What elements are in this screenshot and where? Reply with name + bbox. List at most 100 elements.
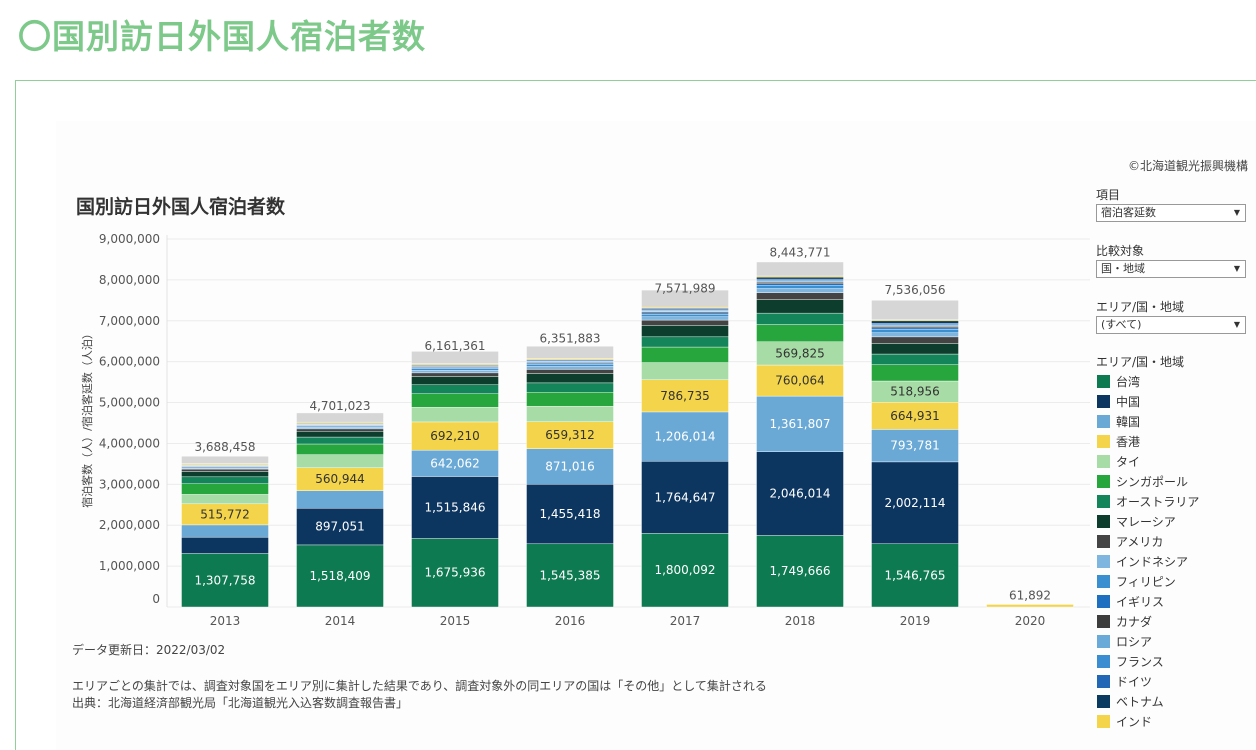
bar-segment[interactable] bbox=[641, 316, 729, 321]
bar-segment[interactable] bbox=[756, 312, 844, 325]
bar-segment[interactable] bbox=[411, 372, 499, 377]
legend-item[interactable]: 香港 bbox=[1097, 432, 1140, 450]
legend-item[interactable]: タイ bbox=[1097, 452, 1140, 470]
bar-segment[interactable] bbox=[181, 476, 269, 484]
bar-segment[interactable] bbox=[756, 324, 844, 342]
item-dropdown[interactable]: 宿泊客延数 ▼ bbox=[1096, 204, 1246, 222]
bar-segment[interactable] bbox=[871, 300, 959, 320]
bar-segment[interactable] bbox=[756, 283, 844, 286]
bar-segment[interactable] bbox=[756, 451, 844, 536]
bar-segment[interactable] bbox=[871, 326, 959, 329]
bar-segment[interactable] bbox=[411, 370, 499, 374]
bar-segment[interactable] bbox=[641, 461, 729, 534]
legend-item[interactable]: マレーシア bbox=[1097, 512, 1176, 530]
bar-segment[interactable] bbox=[411, 393, 499, 408]
bar-segment[interactable] bbox=[526, 543, 614, 608]
bar-segment[interactable] bbox=[526, 369, 614, 374]
bar-segment[interactable] bbox=[871, 353, 959, 365]
legend-item[interactable]: シンガポール bbox=[1097, 472, 1188, 490]
bar-segment[interactable] bbox=[756, 261, 844, 277]
bar-segment[interactable] bbox=[756, 395, 844, 452]
legend-item[interactable]: アメリカ bbox=[1097, 532, 1163, 550]
bar-segment[interactable] bbox=[411, 450, 499, 477]
legend-item[interactable]: インド bbox=[1097, 712, 1152, 730]
legend-item[interactable]: フランス bbox=[1097, 652, 1164, 670]
bar-segment[interactable] bbox=[871, 429, 959, 463]
legend-item[interactable]: インドネシア bbox=[1097, 552, 1188, 570]
bar-segment[interactable] bbox=[181, 553, 269, 608]
bar-segment[interactable] bbox=[986, 604, 1074, 608]
bar-segment[interactable] bbox=[641, 312, 729, 315]
bar-segment[interactable] bbox=[526, 448, 614, 485]
bar-segment[interactable] bbox=[526, 421, 614, 449]
bar-segment[interactable] bbox=[871, 343, 959, 355]
bar-segment[interactable] bbox=[641, 411, 729, 462]
legend-item[interactable]: ベトナム bbox=[1097, 692, 1164, 710]
bar-segment[interactable] bbox=[871, 327, 959, 330]
bar-segment[interactable] bbox=[411, 407, 499, 423]
bar-segment[interactable] bbox=[411, 476, 499, 539]
bar-segment[interactable] bbox=[756, 292, 844, 300]
legend-item[interactable]: ドイツ bbox=[1097, 672, 1152, 690]
bar-segment[interactable] bbox=[871, 402, 959, 430]
bar-segment[interactable] bbox=[756, 285, 844, 289]
bar-segment[interactable] bbox=[296, 428, 384, 432]
bar-segment[interactable] bbox=[526, 366, 614, 370]
bar-segment[interactable] bbox=[641, 533, 729, 608]
bar-segment[interactable] bbox=[296, 490, 384, 509]
bar-segment[interactable] bbox=[871, 364, 959, 382]
bar-segment[interactable] bbox=[526, 484, 614, 545]
bar-segment[interactable] bbox=[641, 325, 729, 338]
legend-item[interactable]: カナダ bbox=[1097, 612, 1152, 630]
legend-item[interactable]: 台湾 bbox=[1097, 372, 1140, 390]
bar-segment[interactable] bbox=[526, 392, 614, 407]
bar-segment[interactable] bbox=[526, 382, 614, 393]
bar-segment[interactable] bbox=[756, 299, 844, 314]
legend-item[interactable]: フィリピン bbox=[1097, 572, 1176, 590]
bar-segment[interactable] bbox=[296, 436, 384, 445]
bar-segment[interactable] bbox=[871, 329, 959, 333]
bar-segment[interactable] bbox=[181, 494, 269, 505]
bar-segment[interactable] bbox=[296, 443, 384, 455]
bar-segment[interactable] bbox=[411, 538, 499, 608]
bar-segment[interactable] bbox=[181, 524, 269, 538]
bar-segment[interactable] bbox=[181, 471, 269, 478]
bar-segment[interactable] bbox=[296, 454, 384, 468]
bar-segment[interactable] bbox=[756, 288, 844, 293]
bar-segment[interactable] bbox=[411, 351, 499, 364]
bar-segment[interactable] bbox=[296, 508, 384, 546]
legend-item[interactable]: 中国 bbox=[1097, 392, 1140, 410]
bar-segment[interactable] bbox=[641, 314, 729, 317]
bar-segment[interactable] bbox=[526, 346, 614, 359]
legend-item[interactable]: オーストラリア bbox=[1097, 492, 1199, 510]
bar-segment[interactable] bbox=[411, 384, 499, 394]
bar-segment[interactable] bbox=[296, 431, 384, 438]
bar-segment[interactable] bbox=[641, 379, 729, 413]
bar-segment[interactable] bbox=[181, 536, 269, 554]
bar-segment[interactable] bbox=[871, 461, 959, 544]
compare-dropdown[interactable]: 国・地域 ▼ bbox=[1096, 260, 1246, 278]
bar-segment[interactable] bbox=[641, 336, 729, 348]
bar-segment[interactable] bbox=[756, 282, 844, 284]
bar-segment[interactable] bbox=[411, 368, 499, 371]
bar-segment[interactable] bbox=[526, 364, 614, 367]
bar-segment[interactable] bbox=[641, 362, 729, 380]
bar-segment[interactable] bbox=[296, 412, 384, 423]
legend-item[interactable]: 韓国 bbox=[1097, 412, 1140, 430]
legend-item[interactable]: イギリス bbox=[1097, 592, 1164, 610]
bar-segment[interactable] bbox=[181, 483, 269, 495]
bar-segment[interactable] bbox=[641, 289, 729, 308]
bar-segment[interactable] bbox=[181, 455, 269, 464]
bar-segment[interactable] bbox=[526, 373, 614, 384]
bar-segment[interactable] bbox=[296, 427, 384, 430]
bar-segment[interactable] bbox=[526, 405, 614, 422]
bar-segment[interactable] bbox=[871, 332, 959, 338]
bar-segment[interactable] bbox=[181, 468, 269, 472]
legend-item[interactable]: ロシア bbox=[1097, 632, 1152, 650]
area-dropdown[interactable]: (すべて) ▼ bbox=[1096, 316, 1246, 334]
bar-segment[interactable] bbox=[641, 346, 729, 363]
bar-segment[interactable] bbox=[296, 544, 384, 608]
bar-segment[interactable] bbox=[641, 319, 729, 326]
bar-segment[interactable] bbox=[756, 535, 844, 608]
bar-segment[interactable] bbox=[756, 364, 844, 397]
